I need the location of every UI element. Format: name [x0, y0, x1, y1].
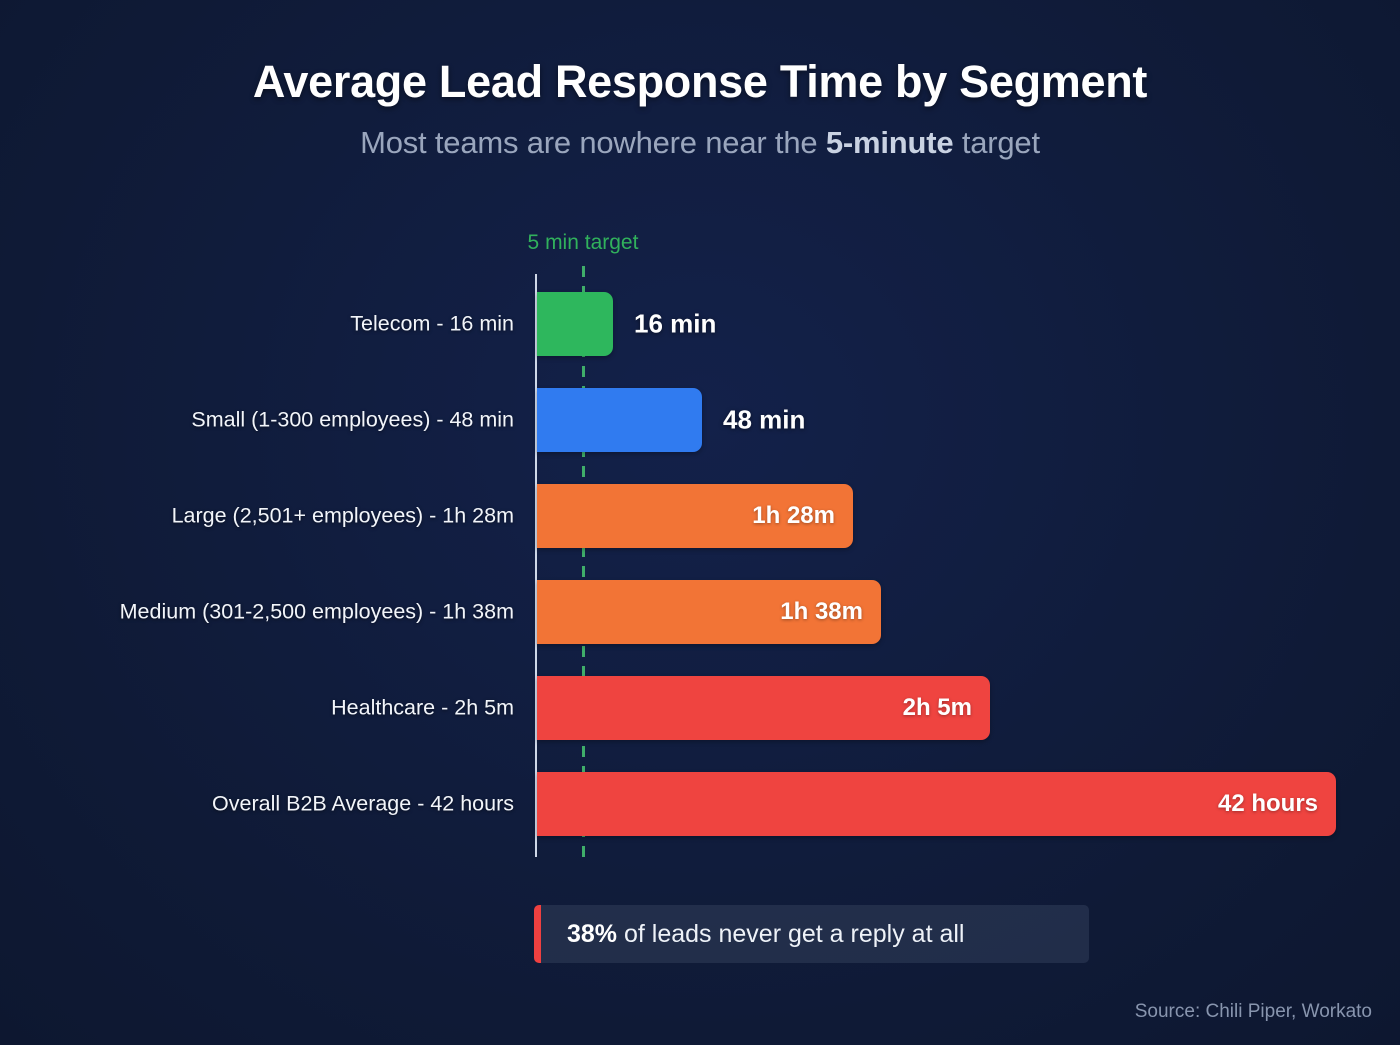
subtitle-pre-text: Most teams are nowhere near the [360, 125, 826, 161]
bar-row: Large (2,501+ employees) - 1h 28m 1h 28m [0, 484, 1400, 548]
stat-callout-value: 38% [567, 919, 618, 948]
bar-category-label: Healthcare - 2h 5m [331, 695, 514, 720]
chart-title: Average Lead Response Time by Segment [252, 56, 1148, 107]
bar-segment[interactable] [537, 484, 853, 548]
bar-value-label: 48 min [723, 404, 806, 435]
chart-subtitle: Most teams are nowhere near the 5-minute… [0, 125, 1400, 161]
target-threshold-line [582, 266, 585, 858]
bar-segment[interactable] [537, 676, 990, 740]
bar-category-label: Telecom - 16 min [350, 311, 514, 336]
stat-callout-description: of leads never get a reply at all [617, 919, 965, 948]
bar-row: Small (1-300 employees) - 48 min 48 min [0, 388, 1400, 452]
bar-category-label: Large (2,501+ employees) - 1h 28m [171, 503, 514, 528]
stat-callout: 38% of leads never get a reply at all [534, 905, 1089, 963]
bar-category-label: Small (1-300 employees) - 48 min [191, 407, 514, 432]
bar-category-label: Medium (301-2,500 employees) - 1h 38m [119, 599, 514, 624]
bar-segment[interactable] [537, 772, 1336, 836]
target-line-label: 5 min target [527, 231, 639, 254]
bar-row: Medium (301-2,500 employees) - 1h 38m 1h … [0, 580, 1400, 644]
bar-category-label: Overall B2B Average - 42 hours [212, 791, 514, 816]
source-note: Source: Chili Piper, Workato [1134, 1001, 1372, 1022]
bar-row: Healthcare - 2h 5m 2h 5m [0, 676, 1400, 740]
bar-value-label: 1h 28m [752, 502, 835, 529]
bar-segment[interactable] [537, 388, 702, 452]
subtitle-post-text: target [953, 125, 1040, 161]
bar-row: Overall B2B Average - 42 hours 42 hours [0, 772, 1400, 836]
bar-segment[interactable] [537, 580, 881, 644]
stat-callout-text: 38% of leads never get a reply at all [567, 920, 964, 949]
bar-value-label: 42 hours [1217, 790, 1318, 817]
bar-row: Telecom - 16 min 16 min [0, 292, 1400, 356]
y-axis-line [535, 274, 537, 857]
bar-value-label: 16 min [634, 308, 717, 339]
bar-segment[interactable] [537, 292, 613, 356]
bar-value-label: 2h 5m [902, 694, 972, 721]
subtitle-highlight: 5-minute [825, 125, 954, 161]
bar-value-label: 1h 38m [780, 598, 863, 625]
chart-header: Average Lead Response Time by Segment Mo… [0, 0, 1400, 161]
